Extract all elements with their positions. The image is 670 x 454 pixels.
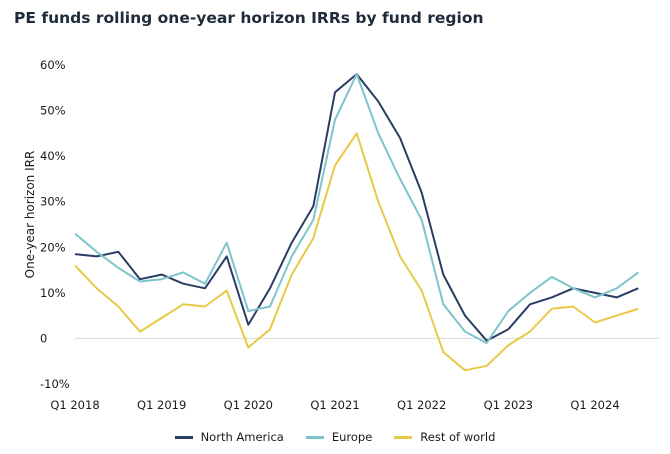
y-axis-ticks: 60% 50% 40% 30% 20% 10% 0 -10% bbox=[40, 58, 70, 391]
x-axis-ticks: Q1 2018 Q1 2019 Q1 2020 Q1 2021 Q1 2022 Q1 20… bbox=[50, 398, 619, 412]
y-tick-label: 0 bbox=[40, 331, 47, 345]
x-tick-label: Q1 2019 bbox=[137, 398, 186, 412]
legend-label: Europe bbox=[331, 430, 373, 444]
legend-swatch bbox=[394, 435, 413, 439]
legend-swatch bbox=[305, 435, 324, 439]
y-tick-label: 10% bbox=[40, 286, 66, 300]
y-tick-label: -10% bbox=[40, 377, 70, 391]
x-tick-label: Q1 2022 bbox=[397, 398, 446, 412]
y-tick-label: 60% bbox=[40, 58, 66, 72]
series-lines bbox=[74, 73, 639, 372]
x-tick-label: Q1 2021 bbox=[310, 398, 359, 412]
series-line-europe bbox=[74, 73, 639, 344]
legend-label: Rest of world bbox=[420, 430, 496, 444]
legend-item-rest-of-world: Rest of world bbox=[394, 430, 495, 444]
legend: North America Europe Rest of world bbox=[0, 430, 670, 444]
y-tick-label: 40% bbox=[40, 149, 66, 163]
y-axis-label: One-year horizon IRR bbox=[23, 151, 37, 279]
legend-item-europe: Europe bbox=[305, 430, 373, 444]
legend-swatch bbox=[174, 435, 193, 439]
y-tick-label: 20% bbox=[40, 240, 66, 254]
series-line-rest-of-world bbox=[74, 132, 639, 372]
x-tick-label: Q1 2020 bbox=[224, 398, 273, 412]
x-tick-label: Q1 2023 bbox=[484, 398, 533, 412]
chart-title: PE funds rolling one-year horizon IRRs b… bbox=[14, 9, 484, 27]
x-tick-label: Q1 2018 bbox=[50, 398, 99, 412]
y-tick-label: 30% bbox=[40, 195, 66, 209]
x-tick-label: Q1 2024 bbox=[570, 398, 619, 412]
y-tick-label: 50% bbox=[40, 104, 66, 118]
series-line-north-america bbox=[74, 73, 639, 342]
legend-label: North America bbox=[200, 430, 284, 444]
legend-item-north-america: North America bbox=[174, 430, 284, 444]
